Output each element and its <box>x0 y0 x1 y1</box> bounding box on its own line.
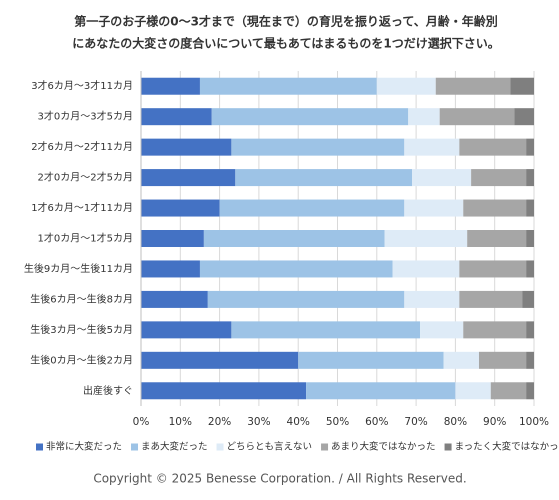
bar-segment <box>412 169 472 187</box>
x-tick-label: 100% <box>519 416 549 428</box>
bar-segment <box>141 382 307 400</box>
legend-label: まあ大変だった <box>141 441 208 453</box>
bar-segment <box>404 138 460 156</box>
y-tick-label: 1才0カ月〜1才5カ月 <box>38 232 133 245</box>
bar-segment <box>526 321 534 339</box>
bar-segment <box>219 199 405 217</box>
x-tick-label: 50% <box>326 416 349 428</box>
y-tick-label: 出産後すぐ <box>83 384 133 397</box>
x-tick-label: 20% <box>208 416 231 428</box>
bar-segment <box>526 138 534 156</box>
bar-segment <box>141 169 236 187</box>
bar-segment <box>141 321 232 339</box>
legend-marker <box>36 443 43 451</box>
y-tick-label: 生後0カ月〜生後2カ月 <box>30 353 133 366</box>
legend-marker <box>444 443 452 451</box>
bar-segment <box>298 351 444 369</box>
bar-segment <box>306 382 456 400</box>
copyright: Copyright © 2025 Benesse Corporation. / … <box>93 472 466 486</box>
bar-segment <box>463 199 527 217</box>
bar-segment <box>384 230 468 247</box>
bar-segment <box>231 138 405 156</box>
bar-segment <box>141 108 212 126</box>
x-tick-label: 70% <box>404 416 427 428</box>
x-tick-label: 30% <box>247 416 270 428</box>
bar-segment <box>207 290 405 308</box>
bar-segment <box>526 230 534 247</box>
x-tick-label: 60% <box>365 416 388 428</box>
bar-segment <box>526 199 534 217</box>
bar-segment <box>514 108 534 126</box>
bar-segment <box>471 169 527 187</box>
y-tick-label: 2才0カ月〜2才5カ月 <box>38 171 133 184</box>
bar-segment <box>443 351 479 369</box>
bar-segment <box>199 77 377 95</box>
bar-segment <box>199 260 393 278</box>
legend-label: あまり大変ではなかった <box>331 441 436 453</box>
bar-segment <box>235 169 413 187</box>
bar-segment <box>141 290 208 308</box>
bar-segment <box>141 138 232 156</box>
legend-label: まったく大変ではなかった <box>455 441 559 453</box>
bar-segment <box>376 77 436 95</box>
bar-segment <box>526 169 534 187</box>
bar-segment <box>211 108 409 126</box>
x-tick-label: 40% <box>287 416 310 428</box>
x-tick-label: 10% <box>169 416 192 428</box>
x-tick-label: 80% <box>444 416 467 428</box>
y-tick-label: 生後6カ月〜生後8カ月 <box>30 292 133 305</box>
legend-marker <box>216 443 224 451</box>
bar-segment <box>478 351 527 369</box>
x-tick-label: 0% <box>133 416 150 428</box>
bar-segment <box>141 351 299 369</box>
bar-segment <box>392 260 460 278</box>
bar-segment <box>141 260 200 278</box>
bar-segment <box>203 230 385 247</box>
bar-segment <box>490 382 527 400</box>
legend-label: どちらとも言えない <box>227 441 313 453</box>
bar-segment <box>455 382 491 400</box>
bar-segment <box>459 138 527 156</box>
y-tick-label: 2才6カ月〜2才11カ月 <box>31 140 133 153</box>
bar-segment <box>141 230 204 247</box>
x-tick-label: 90% <box>483 416 506 428</box>
bar-segment <box>522 290 534 308</box>
y-tick-label: 1才6カ月〜1才11カ月 <box>31 201 133 214</box>
bar-segment <box>526 260 534 278</box>
bar-segment <box>404 290 460 308</box>
bar-segment <box>526 382 534 400</box>
bar-segment <box>459 290 523 308</box>
y-tick-label: 生後3カ月〜生後5カ月 <box>30 323 133 336</box>
bar-segment <box>408 108 440 126</box>
bar-segment <box>420 321 464 339</box>
bar-segment <box>463 321 527 339</box>
y-tick-label: 3才6カ月〜3才11カ月 <box>31 79 133 92</box>
bar-segment <box>404 199 464 217</box>
bar-segment <box>435 77 511 95</box>
bar-segment <box>459 260 527 278</box>
y-tick-label: 3才0カ月〜3才5カ月 <box>38 110 133 123</box>
bar-segment <box>141 199 220 217</box>
bar-segment <box>526 351 534 369</box>
y-tick-label: 生後9カ月〜生後11カ月 <box>24 262 133 275</box>
bar-segment <box>467 230 527 247</box>
bar-segment <box>439 108 515 126</box>
bar-segment <box>510 77 534 95</box>
legend-label: 非常に大変だった <box>46 441 122 453</box>
bar-segment <box>141 77 200 95</box>
chart-title: にあなたの大変さの度合いについて最もあてはまるものを1つだけ選択下さい。 <box>72 36 500 51</box>
bar-segment <box>231 321 421 339</box>
chart-title: 第一子のお子様の0〜3才まで（現在まで）の育児を振り返って、月齢・年齢別 <box>74 14 498 29</box>
legend-marker <box>321 443 329 451</box>
legend-marker <box>131 443 139 451</box>
